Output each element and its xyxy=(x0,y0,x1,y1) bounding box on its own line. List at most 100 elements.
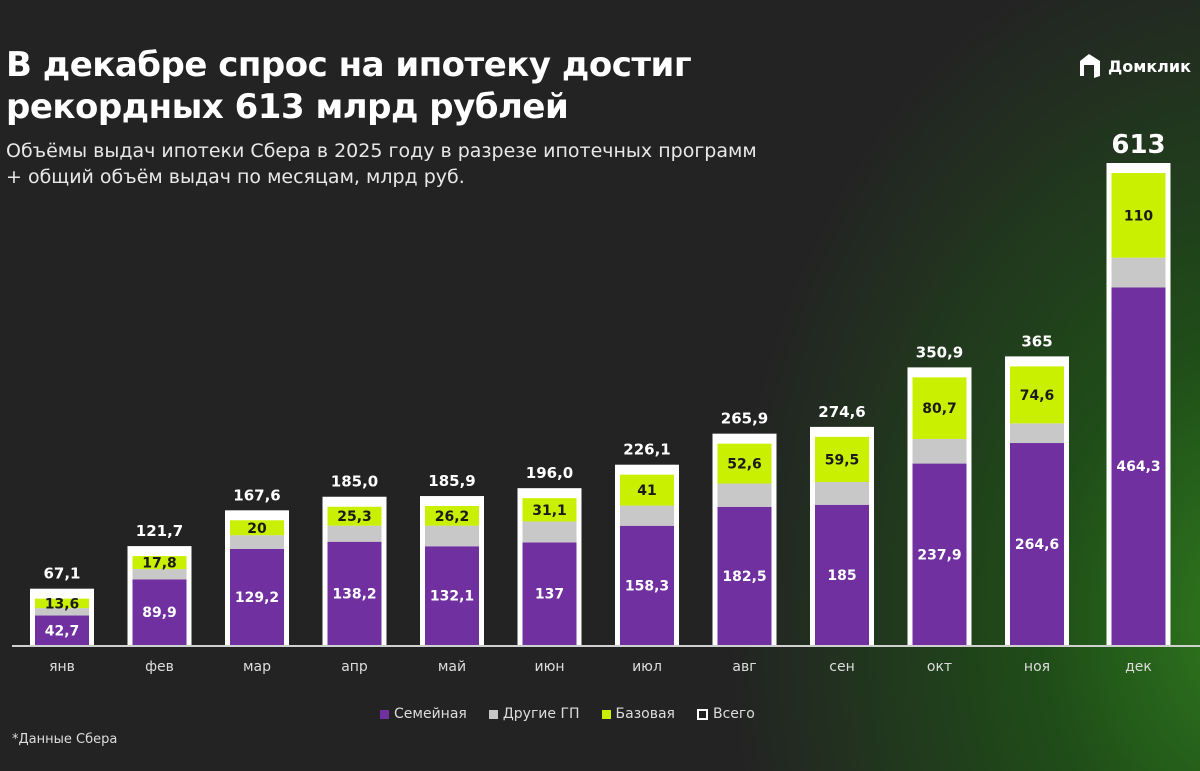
legend-label: Другие ГП xyxy=(502,706,580,722)
x-tick-label: мар xyxy=(243,659,271,675)
total-label: 121,7 xyxy=(136,522,183,540)
bar-segment-family xyxy=(815,504,869,645)
legend-swatch xyxy=(380,709,389,719)
bar-segment-base xyxy=(132,556,187,570)
bar-segment-other xyxy=(1010,423,1064,444)
bar-segment-other xyxy=(815,481,869,505)
total-label: 350,9 xyxy=(916,343,963,361)
legend: Семейная Другие ГП Базовая Всего xyxy=(380,706,755,722)
total-label: 613 xyxy=(1111,130,1165,160)
bar-label-family: 237,9 xyxy=(917,547,961,563)
x-tick-label: окт xyxy=(927,659,952,675)
bar-label-family: 264,6 xyxy=(1015,537,1059,553)
bar-label-family: 158,3 xyxy=(625,578,669,594)
bar-segment-family xyxy=(1010,443,1064,645)
total-label: 196,0 xyxy=(526,464,573,482)
bar-segment-family xyxy=(1111,287,1166,645)
bar-label-family: 138,2 xyxy=(332,586,376,602)
x-tick-label: янв xyxy=(49,659,75,675)
legend-item-family: Семейная xyxy=(380,706,467,722)
bar-segment-other xyxy=(132,569,187,580)
bar-label-base: 80,7 xyxy=(922,401,957,417)
legend-label: Базовая xyxy=(615,706,675,722)
domclick-logo: Домклик xyxy=(1076,52,1191,80)
title-line-2: рекордных 613 млрд рублей xyxy=(6,87,569,127)
footnote: *Данные Сбера xyxy=(12,732,118,747)
legend-item-base: Базовая xyxy=(601,706,675,722)
total-label: 226,1 xyxy=(623,441,670,459)
x-tick-label: июл xyxy=(632,659,662,675)
x-tick-label: авг xyxy=(732,659,756,675)
total-label: 185,0 xyxy=(331,473,378,491)
bar-segment-base xyxy=(912,377,967,439)
chart-title: В декабре спрос на ипотеку достиг рекорд… xyxy=(6,44,692,128)
bar-segment-family xyxy=(230,548,284,645)
total-label: 167,6 xyxy=(233,486,280,504)
bar-segment-other xyxy=(620,505,674,526)
total-label: 274,6 xyxy=(818,403,865,421)
bar-label-family: 464,3 xyxy=(1116,459,1160,475)
bar-segment-base xyxy=(1010,366,1064,424)
bar-segment-family xyxy=(132,579,187,645)
x-tick-label: апр xyxy=(341,659,368,675)
bar-segment-base xyxy=(815,436,869,482)
legend-item-other: Другие ГП xyxy=(488,706,580,722)
bar-segment-family xyxy=(327,541,382,645)
total-label: 265,9 xyxy=(721,410,768,428)
legend-label: Семейная xyxy=(394,706,467,722)
bar-segment-family xyxy=(425,546,479,645)
bar-label-family: 132,1 xyxy=(430,589,474,605)
logo-text: Домклик xyxy=(1108,56,1191,76)
bar-segment-family xyxy=(522,542,577,645)
bar-segment-other xyxy=(327,525,382,542)
bar-label-family: 182,5 xyxy=(722,569,766,585)
bar-label-base: 52,6 xyxy=(727,457,762,473)
bar-label-base: 74,6 xyxy=(1020,388,1055,404)
title-line-1: В декабре спрос на ипотеку достиг xyxy=(6,45,692,85)
bar-segment-other xyxy=(522,521,577,543)
bar-segment-base xyxy=(230,520,284,536)
x-tick-label: дек xyxy=(1125,659,1152,675)
bar-label-base: 110 xyxy=(1124,208,1153,224)
stacked-bar-chart: 42,7 13,6 67,1 янв 89,9 17,8 121,7 фев 129,2 20 16… xyxy=(12,130,1200,675)
x-tick-label: сен xyxy=(829,659,854,675)
subtitle-line-1: Объёмы выдач ипотеки Сбера в 2025 году в… xyxy=(6,140,757,162)
bar-segment-base xyxy=(35,598,89,609)
bar-segment-family xyxy=(35,615,89,645)
bar-label-family: 89,9 xyxy=(142,605,177,621)
bar-segment-family xyxy=(912,463,967,645)
bar-label-base: 41 xyxy=(637,483,656,499)
bar-segment-family xyxy=(717,506,772,645)
x-tick-label: фев xyxy=(145,659,174,675)
bar-label-base: 17,8 xyxy=(142,556,177,572)
bar-segment-base xyxy=(1111,173,1166,258)
bar-label-family: 129,2 xyxy=(235,590,279,606)
bar-segment-base xyxy=(620,474,674,506)
legend-swatch xyxy=(601,709,611,719)
bar-label-base: 59,5 xyxy=(825,452,860,468)
bar-label-base: 25,3 xyxy=(337,509,372,525)
bar-label-base: 26,2 xyxy=(435,509,470,525)
subtitle-line-2: + общий объём выдач по месяцам, млрд руб… xyxy=(6,166,465,188)
total-label: 67,1 xyxy=(43,565,80,583)
x-tick-label: июн xyxy=(534,659,564,675)
bar-segment-other xyxy=(717,483,772,507)
legend-swatch xyxy=(488,709,498,719)
bar-label-base: 13,6 xyxy=(45,596,80,612)
bar-segment-other xyxy=(230,535,284,549)
legend-label: Всего xyxy=(712,706,755,722)
bar-label-family: 185 xyxy=(827,568,856,584)
house-logo-icon xyxy=(1080,54,1100,78)
total-label: 365 xyxy=(1021,332,1052,350)
bar-segment-other xyxy=(1111,257,1166,288)
x-tick-label: ноя xyxy=(1024,659,1050,675)
bar-segment-base xyxy=(425,506,479,526)
bar-segment-base xyxy=(717,443,772,484)
bar-label-base: 20 xyxy=(247,521,267,537)
bar-segment-base xyxy=(522,498,577,522)
x-tick-label: май xyxy=(438,659,466,675)
bar-segment-base xyxy=(327,506,382,526)
bar-segment-other xyxy=(425,525,479,547)
bar-segment-other xyxy=(35,608,89,616)
chart-subtitle: Объёмы выдач ипотеки Сбера в 2025 году в… xyxy=(6,138,757,190)
